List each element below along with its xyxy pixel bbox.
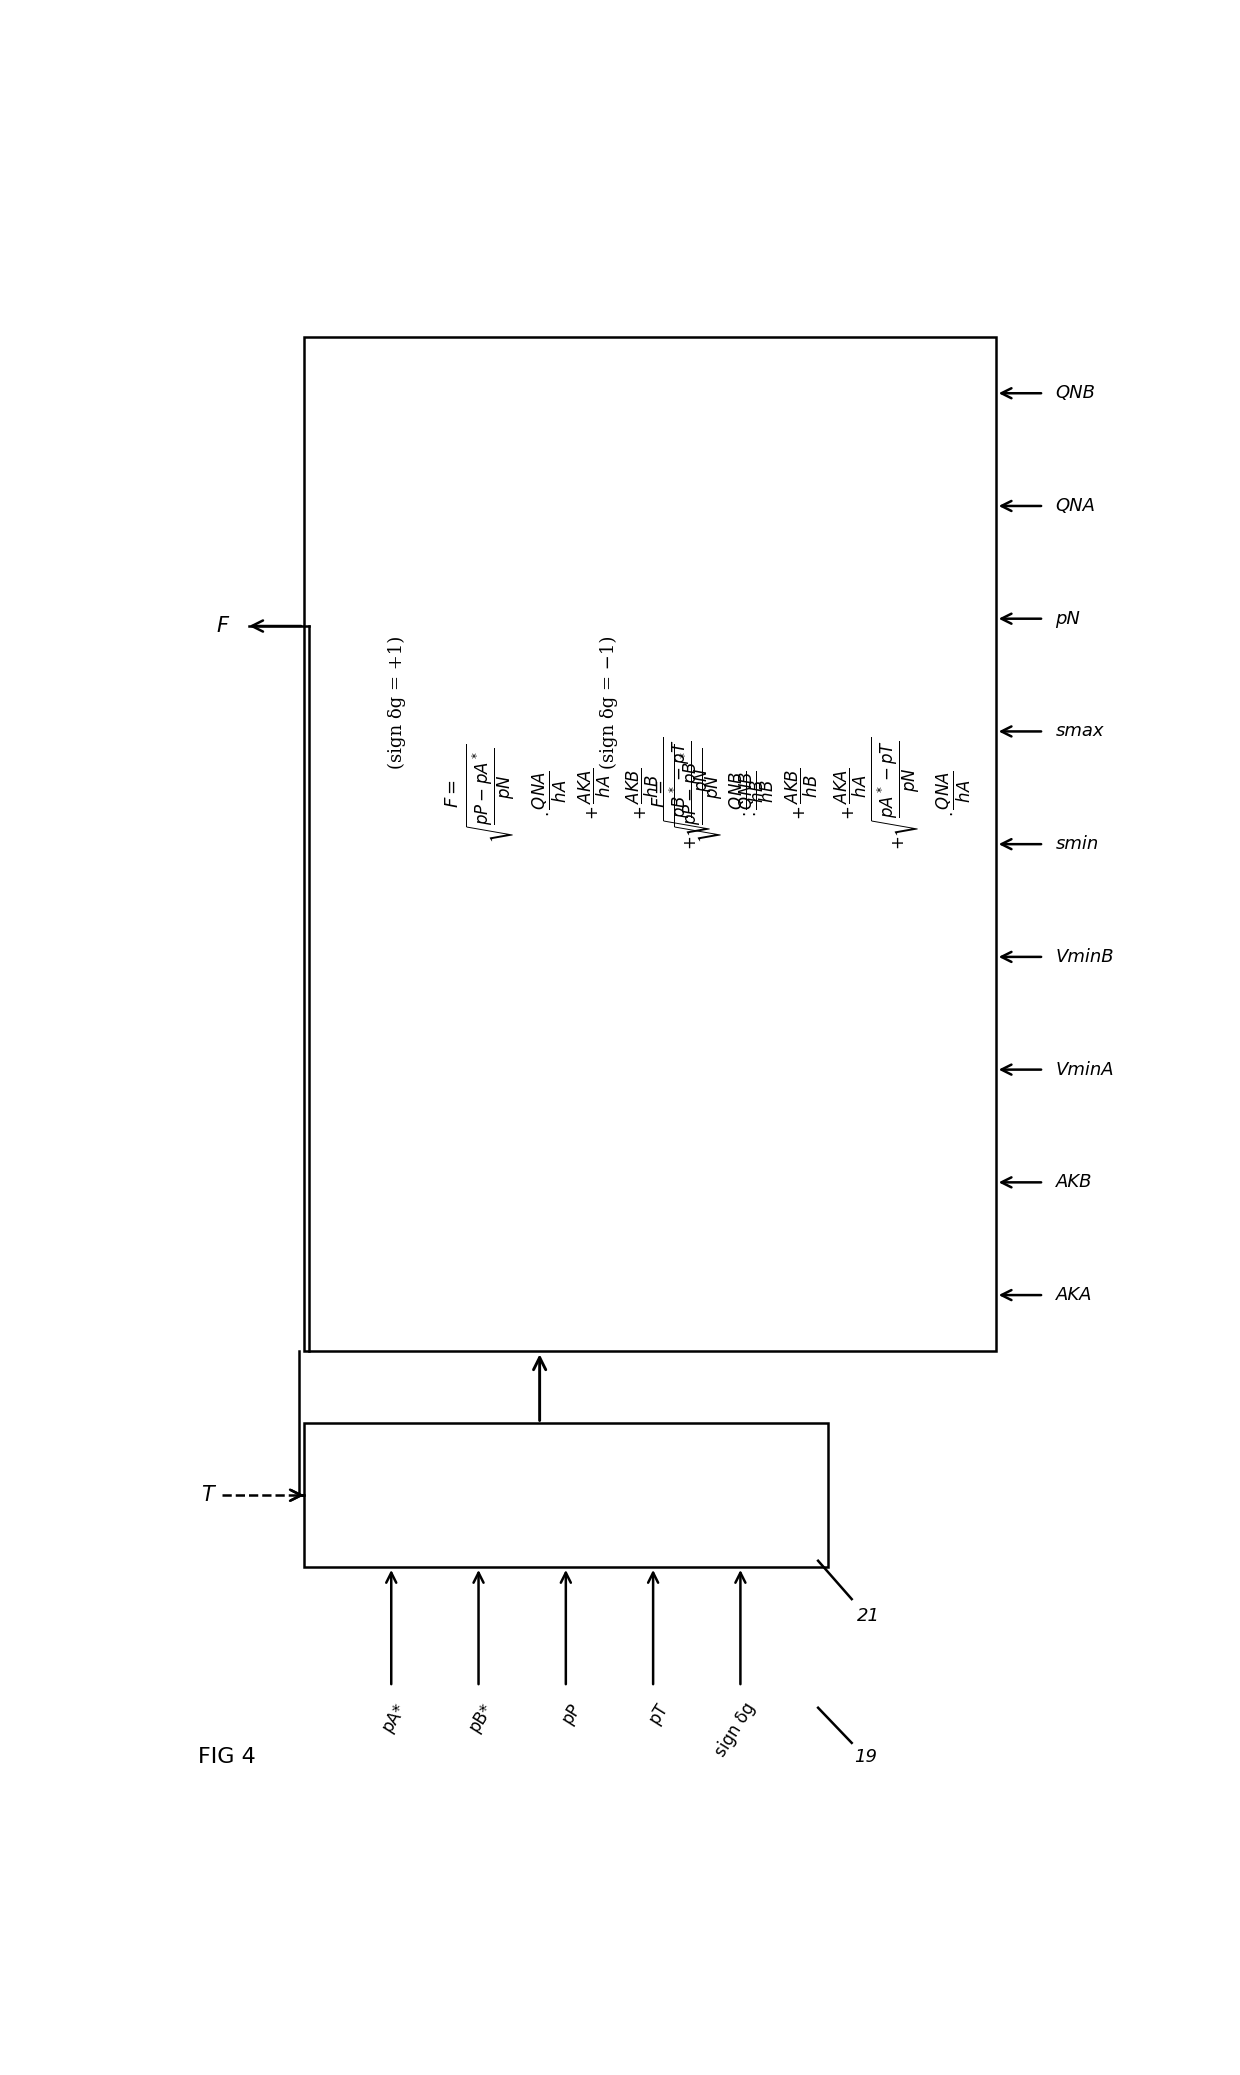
- Text: $+\,\dfrac{AKA}{hA}$: $+\,\dfrac{AKA}{hA}$: [577, 768, 613, 820]
- Text: F: F: [216, 616, 228, 637]
- Text: $F=$: $F=$: [444, 778, 461, 807]
- Text: VminA: VminA: [1055, 1060, 1114, 1079]
- Bar: [304, 1423, 828, 1567]
- Text: pB*: pB*: [465, 1699, 497, 1735]
- Text: $\cdot\,\dfrac{QNB}{hB}$: $\cdot\,\dfrac{QNB}{hB}$: [738, 770, 776, 818]
- Text: FIG 4: FIG 4: [198, 1747, 255, 1768]
- Text: 21: 21: [857, 1606, 879, 1625]
- Text: smin: smin: [1055, 834, 1099, 853]
- Text: $\cdot\,\dfrac{QNA}{hA}$: $\cdot\,\dfrac{QNA}{hA}$: [531, 770, 569, 818]
- Text: sign δg: sign δg: [712, 1699, 759, 1760]
- Text: $\sqrt{\dfrac{pP-pA^*}{pN}}$: $\sqrt{\dfrac{pP-pA^*}{pN}}$: [465, 743, 517, 842]
- Text: pN: pN: [1055, 610, 1080, 629]
- Text: $\sqrt{\dfrac{pP-pB^*}{pN}}$: $\sqrt{\dfrac{pP-pB^*}{pN}}$: [672, 743, 724, 842]
- Text: $+\,\dfrac{AKB}{hB}$: $+\,\dfrac{AKB}{hB}$: [784, 768, 820, 820]
- Text: AKB: AKB: [1055, 1172, 1092, 1191]
- Text: pA*: pA*: [378, 1699, 409, 1735]
- Text: $+\,\dfrac{AKA}{hA}$: $+\,\dfrac{AKA}{hA}$: [832, 768, 869, 820]
- Text: $+\sqrt{\dfrac{pB^*-pT}{pN}}$: $+\sqrt{\dfrac{pB^*-pT}{pN}}$: [662, 737, 714, 851]
- Text: QNB: QNB: [1055, 384, 1095, 403]
- Text: $\cdot\,\dfrac{QNA}{hA}$: $\cdot\,\dfrac{QNA}{hA}$: [935, 770, 973, 818]
- Text: pP: pP: [558, 1699, 584, 1726]
- Text: T: T: [201, 1486, 215, 1504]
- Text: 19: 19: [854, 1747, 878, 1766]
- Text: $+\,\dfrac{AKB}{hB}$: $+\,\dfrac{AKB}{hB}$: [625, 768, 661, 820]
- Text: (sign δg = +1): (sign δg = +1): [388, 635, 407, 768]
- Text: $+\sqrt{\dfrac{pA^*-pT}{pN}}$: $+\sqrt{\dfrac{pA^*-pT}{pN}}$: [869, 737, 921, 851]
- Text: $F=$: $F=$: [651, 778, 670, 807]
- Text: (sign δg = −1): (sign δg = −1): [599, 635, 618, 770]
- Text: VminB: VminB: [1055, 948, 1114, 965]
- Text: pT: pT: [645, 1699, 671, 1726]
- Text: $\cdot\,\dfrac{QNB}{hB}$: $\cdot\,\dfrac{QNB}{hB}$: [728, 770, 766, 818]
- Bar: [304, 336, 996, 1351]
- Text: AKA: AKA: [1055, 1286, 1092, 1303]
- Text: smax: smax: [1055, 722, 1104, 741]
- Text: QNA: QNA: [1055, 498, 1095, 515]
